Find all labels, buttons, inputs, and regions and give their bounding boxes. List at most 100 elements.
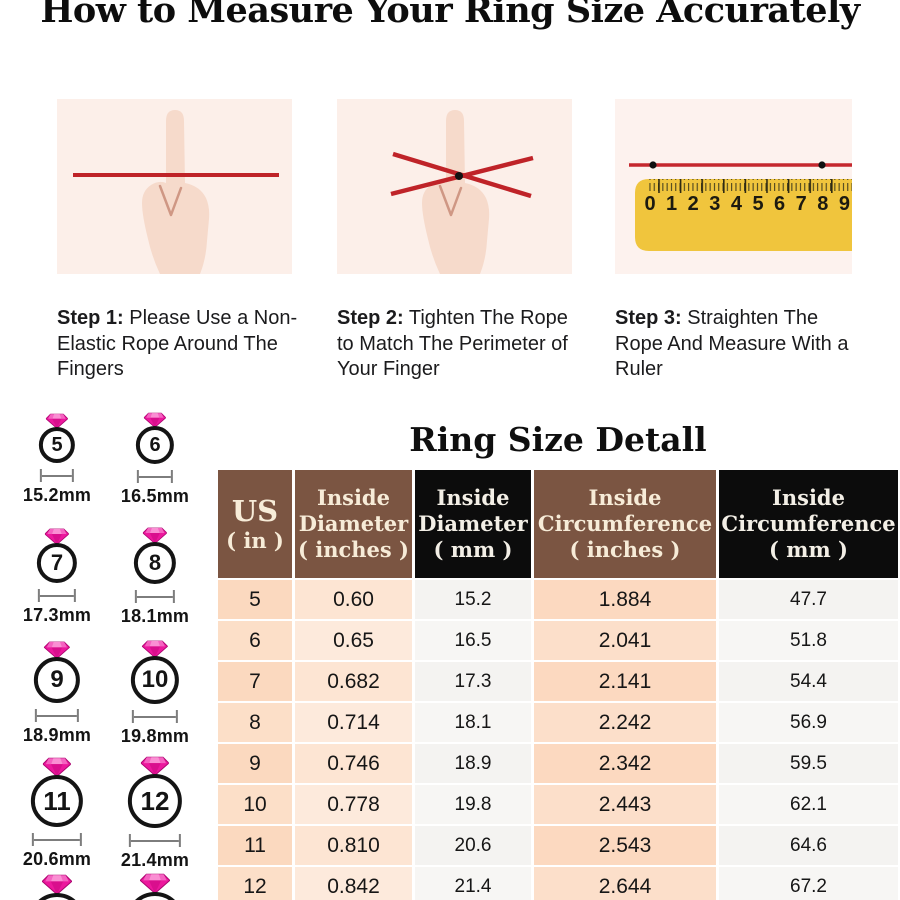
ruler-number: 7 [795, 193, 807, 215]
table-body: 5 0.60 15.2 1.884 47.7 6 0.65 16.5 2.041 51.8 7 0.6… [218, 580, 898, 900]
table-cell: 0.60 [295, 580, 412, 619]
ring-circle: 11 [31, 775, 83, 827]
table-header-line: Diameter [298, 511, 409, 536]
ring-item: 11 20.6mm [23, 757, 91, 870]
table-cell: 20.6 [415, 826, 531, 865]
ruler-number: 0 [644, 193, 656, 215]
step2-label: Step 2: [337, 307, 404, 329]
table-cell: 21.4 [415, 867, 531, 900]
ring-circle: 5 [39, 427, 75, 463]
ring-diameter-label: 18.1mm [120, 606, 190, 626]
diamond-icon [46, 413, 68, 429]
ring-size-table: US( in ) Inside Diameter( inches ) Inside Di… [218, 470, 898, 900]
diameter-bracket [132, 710, 178, 723]
ruler-number: 3 [709, 193, 721, 215]
table-cell: 0.746 [295, 744, 412, 783]
table-cell: 19.8 [415, 785, 531, 824]
ring-circle: 6 [136, 426, 174, 464]
measure-dot [649, 161, 657, 169]
table-cell: 18.9 [415, 744, 531, 783]
ring-item: 5 15.2mm [23, 413, 91, 506]
table-cell: 2.644 [534, 867, 716, 900]
table-header-line: Inside [436, 485, 510, 510]
diameter-bracket [38, 589, 76, 602]
table-cell: 0.682 [295, 662, 412, 701]
table-row: 7 0.682 17.3 2.141 54.4 [218, 662, 898, 701]
step1-caption: Step 1: Please Use a Non-Elastic Rope Ar… [57, 307, 298, 380]
step2-caption: Step 2: Tighten The Rope to Match The Pe… [337, 307, 568, 380]
hand-icon [73, 110, 279, 274]
table-header-row: US( in ) Inside Diameter( inches ) Inside Di… [218, 470, 898, 578]
table-cell: 18.1 [415, 703, 531, 742]
table-cell: 0.842 [295, 867, 412, 900]
table-cell: 2.041 [534, 621, 716, 660]
table-cell: 0.714 [295, 703, 412, 742]
diamond-icon [142, 640, 168, 658]
table-header-line: Circumference [721, 511, 896, 536]
diameter-bracket [35, 709, 79, 722]
measure-dot [818, 161, 826, 169]
ring-circle: 7 [37, 543, 77, 583]
table-header-line: ( mm ) [769, 537, 848, 562]
page-title: How to Measure Your Ring Size Accurately [40, 0, 860, 31]
ring-circle [126, 892, 184, 900]
table-cell: 2.443 [534, 785, 716, 824]
ring-item: 9 18.9mm [23, 641, 91, 746]
diamond-icon [140, 873, 170, 894]
table-header-line: Inside [317, 485, 390, 510]
table-header-line: ( inches ) [298, 537, 409, 562]
diameter-bracket [129, 834, 181, 847]
ruler-number: 4 [730, 193, 742, 215]
ruler-icon [629, 161, 852, 251]
table-row: 6 0.65 16.5 2.041 51.8 [218, 621, 898, 660]
table-cell: 59.5 [719, 744, 898, 783]
diamond-icon [141, 756, 169, 776]
ring-diameter-label: 19.8mm [120, 726, 190, 746]
table-row: 11 0.810 20.6 2.543 64.6 [218, 826, 898, 865]
table-row: 9 0.746 18.9 2.342 59.5 [218, 744, 898, 783]
table-cell: 1.884 [534, 580, 716, 619]
ring-circle [29, 893, 85, 900]
table-cell: 64.6 [719, 826, 898, 865]
table-header-cell: Inside Circumference( mm ) [719, 470, 898, 578]
table-cell: 0.810 [295, 826, 412, 865]
diameter-bracket [40, 469, 74, 482]
table-header-cell: Inside Circumference( inches ) [534, 470, 716, 578]
ring-item: 10 19.8mm [121, 640, 189, 747]
ring-item [29, 874, 85, 900]
diamond-icon [144, 412, 166, 428]
table-cell: 2.342 [534, 744, 716, 783]
table-cell: 7 [218, 662, 292, 701]
table-cell: 47.7 [719, 580, 898, 619]
diamond-icon [44, 641, 70, 659]
step1-label: Step 1: [57, 307, 124, 329]
table-cell: 0.65 [295, 621, 412, 660]
table-header-cell: US( in ) [218, 470, 292, 578]
table-header-line: US [231, 493, 279, 528]
ring-diameter-label: 18.9mm [22, 725, 92, 745]
table-cell: 9 [218, 744, 292, 783]
diameter-bracket [135, 590, 175, 603]
table-row: 10 0.778 19.8 2.443 62.1 [218, 785, 898, 824]
ruler-number: 8 [817, 193, 829, 215]
table-cell: 17.3 [415, 662, 531, 701]
table-header-line: Inside [772, 485, 845, 510]
ring-circle: 10 [131, 656, 179, 704]
table-header-line: Circumference [537, 511, 713, 536]
step3-caption: Step 3: Straighten The Rope And Measure … [615, 307, 849, 380]
knot-dot [455, 172, 463, 180]
ring-diameter-label: 21.4mm [120, 850, 190, 870]
ruler-number: 9 [838, 193, 850, 215]
table-cell: 8 [218, 703, 292, 742]
table-header-cell: Inside Diameter( inches ) [295, 470, 412, 578]
table-cell: 0.778 [295, 785, 412, 824]
table-header-line: ( in ) [226, 527, 284, 553]
diamond-icon [143, 527, 167, 544]
table-header-line: Diameter [418, 511, 528, 536]
table-header-line: Inside [588, 485, 662, 510]
table-cell: 51.8 [719, 621, 898, 660]
diameter-bracket [32, 833, 82, 846]
diamond-icon [42, 874, 72, 895]
ring-circle: 9 [34, 657, 80, 703]
